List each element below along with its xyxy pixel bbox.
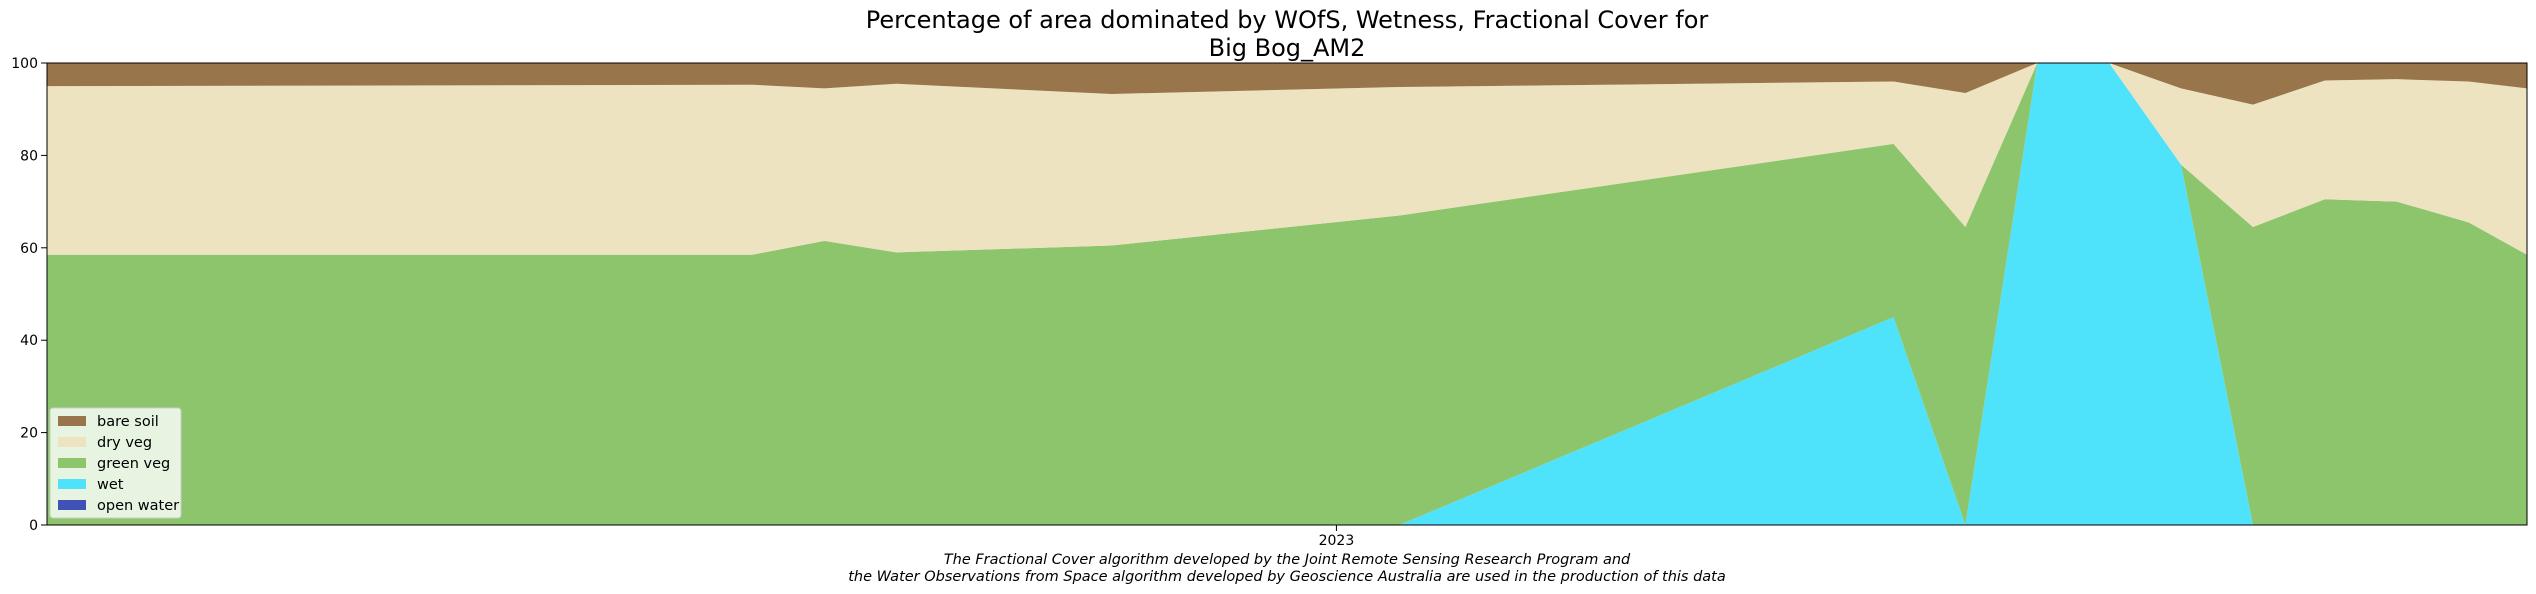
area-layers [47, 63, 2527, 525]
area-dry-veg [47, 63, 2527, 255]
y-tick-label: 80 [20, 148, 38, 164]
legend-swatch-dry-veg [58, 437, 86, 447]
chart-title-line-2: Big Bog_AM2 [1209, 34, 1366, 62]
x-tick-label: 2023 [1319, 533, 1355, 549]
plot-frame [46, 62, 2528, 526]
legend-swatch-green-veg [58, 458, 86, 468]
area-wet [47, 63, 2527, 525]
legend: bare soil dry veg green veg wet open water [49, 407, 182, 519]
legend-label-wet: wet [97, 477, 124, 493]
y-axis: 0 20 40 60 80 100 [11, 56, 47, 534]
legend-swatch-wet [58, 479, 86, 489]
area-green-veg [47, 63, 2527, 525]
y-tick-label: 20 [20, 426, 38, 442]
legend-label-open-water: open water [97, 498, 179, 514]
legend-frame [49, 407, 182, 519]
y-tick-label: 60 [20, 241, 38, 257]
y-tick-label: 0 [29, 518, 38, 534]
legend-label-dry-veg: dry veg [97, 435, 152, 451]
chart-title-line-1: Percentage of area dominated by WOfS, We… [866, 6, 1709, 34]
area-bare-soil [47, 63, 2527, 105]
legend-swatch-open-water [58, 500, 86, 510]
legend-swatch-bare-soil [58, 416, 86, 426]
caption-line-1: The Fractional Cover algorithm developed… [944, 552, 1631, 568]
y-tick-label: 40 [20, 333, 38, 349]
legend-label-green-veg: green veg [97, 456, 170, 472]
legend-label-bare-soil: bare soil [97, 414, 159, 430]
x-axis: 2023 [1319, 525, 1355, 549]
caption-line-2: the Water Observations from Space algori… [848, 569, 1726, 585]
y-tick-label: 100 [11, 56, 38, 72]
